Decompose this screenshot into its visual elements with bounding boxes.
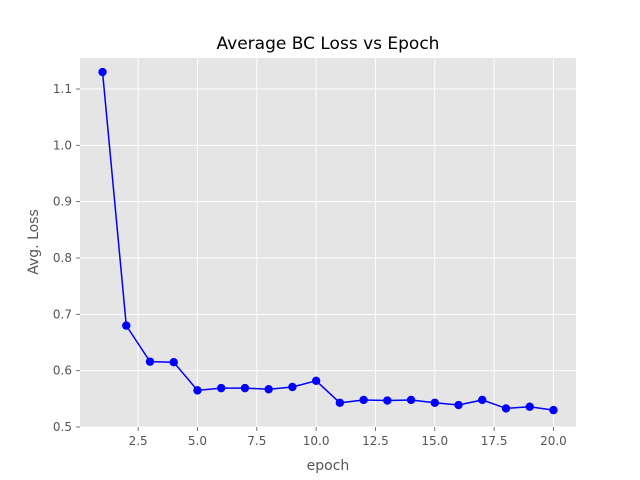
x-tick-label: 5.0 — [188, 434, 207, 448]
x-tick-label: 17.5 — [481, 434, 508, 448]
y-tick-label: 0.7 — [53, 307, 72, 321]
data-point — [406, 395, 416, 405]
x-axis-label: epoch — [307, 458, 350, 474]
y-tick-label: 0.9 — [53, 195, 72, 209]
data-point — [335, 398, 345, 407]
y-tick-label: 0.6 — [53, 364, 72, 378]
data-point — [359, 395, 368, 405]
y-tick-label: 0.5 — [53, 420, 72, 434]
data-point — [430, 398, 439, 407]
y-tick-label: 1.1 — [53, 82, 72, 96]
data-point — [525, 402, 534, 411]
data-point — [145, 357, 155, 366]
y-tick-label: 1.0 — [53, 138, 72, 152]
grid-lines — [80, 58, 576, 428]
data-point — [240, 383, 250, 393]
data-point — [549, 405, 558, 415]
x-tick-label: 12.5 — [362, 434, 389, 448]
data-points — [98, 67, 558, 415]
data-point — [264, 385, 273, 394]
data-point — [383, 396, 392, 405]
data-point — [169, 358, 178, 367]
data-point — [193, 386, 202, 395]
x-tick-label: 15.0 — [421, 434, 448, 448]
data-point — [288, 382, 297, 392]
data-point — [311, 376, 321, 386]
data-point — [501, 404, 511, 413]
x-axis-ticks: 2.5 5.0 7.5 10.0 12.5 15.0 17.5 20.0 — [129, 427, 567, 448]
y-tick-label: 0.8 — [53, 251, 72, 265]
data-point — [98, 67, 107, 77]
data-point — [454, 400, 463, 410]
data-point — [122, 321, 131, 330]
x-tick-label: 20.0 — [540, 434, 567, 448]
data-point — [478, 395, 487, 405]
plot-background — [80, 58, 576, 427]
data-point — [217, 383, 226, 393]
x-tick-label: 10.0 — [303, 434, 330, 448]
x-tick-label: 2.5 — [129, 434, 148, 448]
y-axis-ticks: 0.5 0.6 0.7 0.8 0.9 1.0 1.1 — [53, 82, 80, 434]
x-tick-label: 7.5 — [247, 434, 266, 448]
y-axis-label: Avg. Loss — [26, 209, 42, 275]
chart-title: Average BC Loss vs Epoch — [217, 34, 440, 54]
